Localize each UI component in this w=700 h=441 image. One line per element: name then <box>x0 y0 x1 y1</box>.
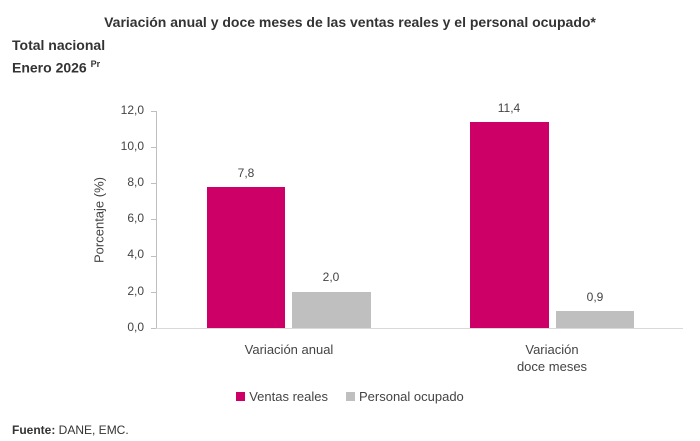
source-text: DANE, EMC. <box>55 423 129 437</box>
y-tick: 2,0 <box>127 284 144 298</box>
data-label: 11,4 <box>497 101 521 115</box>
x-axis-line <box>156 328 683 329</box>
y-tick: 8,0 <box>127 175 144 189</box>
x-category-label: Variación doce meses <box>472 341 632 375</box>
legend: Ventas reales Personal ocupado <box>0 389 700 404</box>
bar-ventas-anual <box>207 187 285 328</box>
data-label: 2,0 <box>322 270 340 284</box>
preliminary-mark: Pr <box>90 59 101 69</box>
y-tick: 10,0 <box>120 139 144 153</box>
legend-label: Ventas reales <box>249 389 328 404</box>
bar-personal-doce-meses <box>556 311 634 328</box>
y-tick: 6,0 <box>127 211 144 225</box>
x-category-label-line1: Variación <box>525 342 579 357</box>
bar-ventas-doce-meses <box>470 122 549 328</box>
chart-subtitle-period: Enero 2026 Pr <box>12 59 100 76</box>
y-axis-line <box>156 111 157 329</box>
x-category-label: Variación anual <box>244 342 334 357</box>
legend-label: Personal ocupado <box>358 389 464 404</box>
data-label: 7,8 <box>237 166 255 180</box>
y-tick: 12,0 <box>120 103 144 117</box>
legend-swatch-personal <box>345 392 355 401</box>
bar-personal-anual <box>292 292 371 328</box>
y-tick: 0,0 <box>127 320 144 334</box>
y-tick-mark <box>151 183 156 184</box>
period-text: Enero 2026 <box>12 59 87 76</box>
legend-swatch-ventas <box>236 392 246 401</box>
source-label: Fuente: <box>12 423 56 437</box>
source-note: Fuente: DANE, EMC. <box>12 423 129 437</box>
legend-item-ventas: Ventas reales <box>236 389 328 404</box>
legend-item-personal: Personal ocupado <box>345 389 464 404</box>
data-label: 0,9 <box>586 290 604 304</box>
y-tick-mark <box>151 256 156 257</box>
chart-subtitle-region: Total nacional <box>12 37 106 53</box>
y-tick-mark <box>151 328 156 329</box>
x-category-label-line2: doce meses <box>516 359 588 374</box>
chart-title: Variación anual y doce meses de las vent… <box>104 14 596 30</box>
y-tick-mark <box>151 147 156 148</box>
y-tick-mark <box>151 292 156 293</box>
y-tick: 4,0 <box>127 247 144 261</box>
y-tick-mark <box>151 219 156 220</box>
y-tick-mark <box>151 111 156 112</box>
